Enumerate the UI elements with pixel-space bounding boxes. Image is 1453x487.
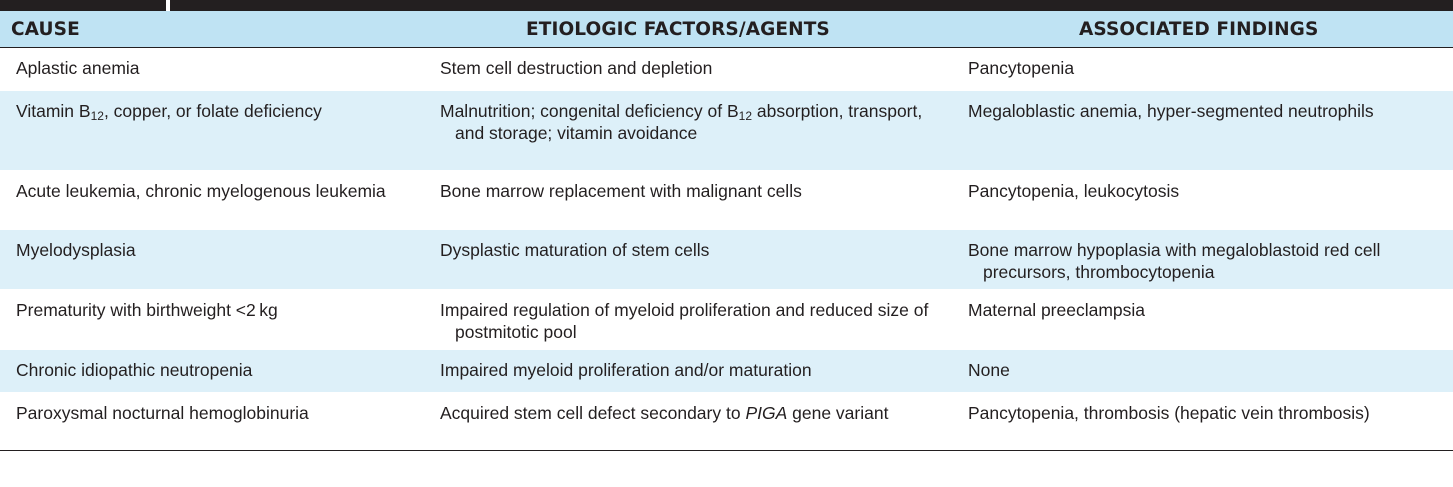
etiology-text: Impaired myeloid proliferation and/or ma…	[440, 360, 812, 380]
cause-cell: Chronic idiopathic neutropenia	[0, 349, 430, 393]
findings-cell: Pancytopenia, leukocytosis	[960, 170, 1453, 230]
findings-cell: Bone marrow hypoplasia with megaloblasto…	[960, 229, 1453, 290]
table-body: Aplastic anemia Stem cell destruction an…	[0, 47, 1453, 451]
cause-text: Acute leukemia, chronic myelogenous leuk…	[16, 181, 386, 201]
findings-text: Pancytopenia	[968, 58, 1075, 78]
etiology-text: Stem cell destruction and depletion	[440, 58, 713, 78]
cause-text: Chronic idiopathic neutropenia	[16, 360, 253, 380]
cause-cell: Paroxysmal nocturnal hemoglobinuria	[0, 392, 430, 451]
findings-text: Megaloblastic anemia, hyper-segmented ne…	[968, 101, 1374, 121]
header-row: CAUSE ETIOLOGIC FACTORS/AGENTS ASSOCIATE…	[0, 11, 1453, 48]
etiology-cell: Impaired regulation of myeloid prolifera…	[430, 289, 960, 350]
etiology-text-part: Acquired stem cell defect secondary to	[440, 403, 746, 423]
etiology-text-part: absorption, transport, and storage; vita…	[455, 101, 923, 143]
findings-cell: Maternal preeclampsia	[960, 289, 1453, 350]
cause-cell: Acute leukemia, chronic myelogenous leuk…	[0, 170, 430, 230]
cause-cell: Prematurity with birthweight <2 kg	[0, 289, 430, 350]
table-row: Myelodysplasia Dysplastic maturation of …	[0, 229, 1453, 290]
findings-cell: Pancytopenia	[960, 47, 1453, 91]
etiology-text: Impaired regulation of myeloid prolifera…	[440, 300, 929, 342]
cause-cell: Myelodysplasia	[0, 229, 430, 290]
cause-text: Myelodysplasia	[16, 240, 136, 260]
etiology-text-part: gene variant	[787, 403, 889, 423]
findings-cell: Megaloblastic anemia, hyper-segmented ne…	[960, 90, 1453, 171]
cause-text-part: Vitamin B	[16, 101, 91, 121]
cause-cell: Aplastic anemia	[0, 47, 430, 91]
etiology-text-part: Malnutrition; congenital deficiency of B	[440, 101, 739, 121]
header-etiologic-factors: ETIOLOGIC FACTORS/AGENTS	[430, 11, 960, 48]
table-row: Aplastic anemia Stem cell destruction an…	[0, 47, 1453, 91]
findings-text: Pancytopenia, thrombosis (hepatic vein t…	[968, 403, 1370, 423]
top-bar	[0, 0, 1453, 11]
table-row: Prematurity with birthweight <2 kg Impai…	[0, 289, 1453, 350]
cause-text-part: , copper, or folate deficiency	[103, 101, 322, 121]
table-row: Chronic idiopathic neutropenia Impaired …	[0, 349, 1453, 393]
header-associated-findings: ASSOCIATED FINDINGS	[960, 11, 1453, 48]
etiology-text: Acquired stem cell defect secondary to P…	[440, 402, 950, 424]
findings-text: Bone marrow hypoplasia with megaloblasto…	[968, 240, 1381, 282]
table-header: CAUSE ETIOLOGIC FACTORS/AGENTS ASSOCIATE…	[0, 11, 1453, 48]
etiology-cell: Dysplastic maturation of stem cells	[430, 229, 960, 290]
findings-text: Pancytopenia, leukocytosis	[968, 181, 1180, 201]
top-bar-divider	[166, 0, 170, 11]
findings-text: None	[968, 360, 1010, 380]
etiology-text: Dysplastic maturation of stem cells	[440, 240, 710, 260]
cause-cell: Vitamin B12, copper, or folate deficienc…	[0, 90, 430, 171]
subscript: 12	[90, 109, 104, 123]
cause-text: Paroxysmal nocturnal hemoglobinuria	[16, 403, 309, 423]
etiology-cell: Impaired myeloid proliferation and/or ma…	[430, 349, 960, 393]
findings-cell: Pancytopenia, thrombosis (hepatic vein t…	[960, 392, 1453, 451]
findings-cell: None	[960, 349, 1453, 393]
neutropenia-causes-table: CAUSE ETIOLOGIC FACTORS/AGENTS ASSOCIATE…	[0, 11, 1453, 451]
table-row: Vitamin B12, copper, or folate deficienc…	[0, 90, 1453, 171]
etiology-text: Malnutrition; congenital deficiency of B…	[440, 100, 950, 144]
cause-text: Aplastic anemia	[16, 58, 140, 78]
table-row: Paroxysmal nocturnal hemoglobinuria Acqu…	[0, 392, 1453, 451]
etiology-cell: Stem cell destruction and depletion	[430, 47, 960, 91]
gene-name: PIGA	[745, 403, 788, 423]
etiology-cell: Bone marrow replacement with malignant c…	[430, 170, 960, 230]
cause-text: Prematurity with birthweight <2 kg	[16, 300, 278, 320]
table-row: Acute leukemia, chronic myelogenous leuk…	[0, 170, 1453, 230]
cause-text: Vitamin B12, copper, or folate deficienc…	[16, 100, 420, 122]
etiology-text: Bone marrow replacement with malignant c…	[440, 181, 802, 201]
findings-text: Maternal preeclampsia	[968, 300, 1146, 320]
header-cause: CAUSE	[0, 11, 430, 48]
subscript: 12	[738, 109, 752, 123]
etiology-cell: Malnutrition; congenital deficiency of B…	[430, 90, 960, 171]
etiology-cell: Acquired stem cell defect secondary to P…	[430, 392, 960, 451]
